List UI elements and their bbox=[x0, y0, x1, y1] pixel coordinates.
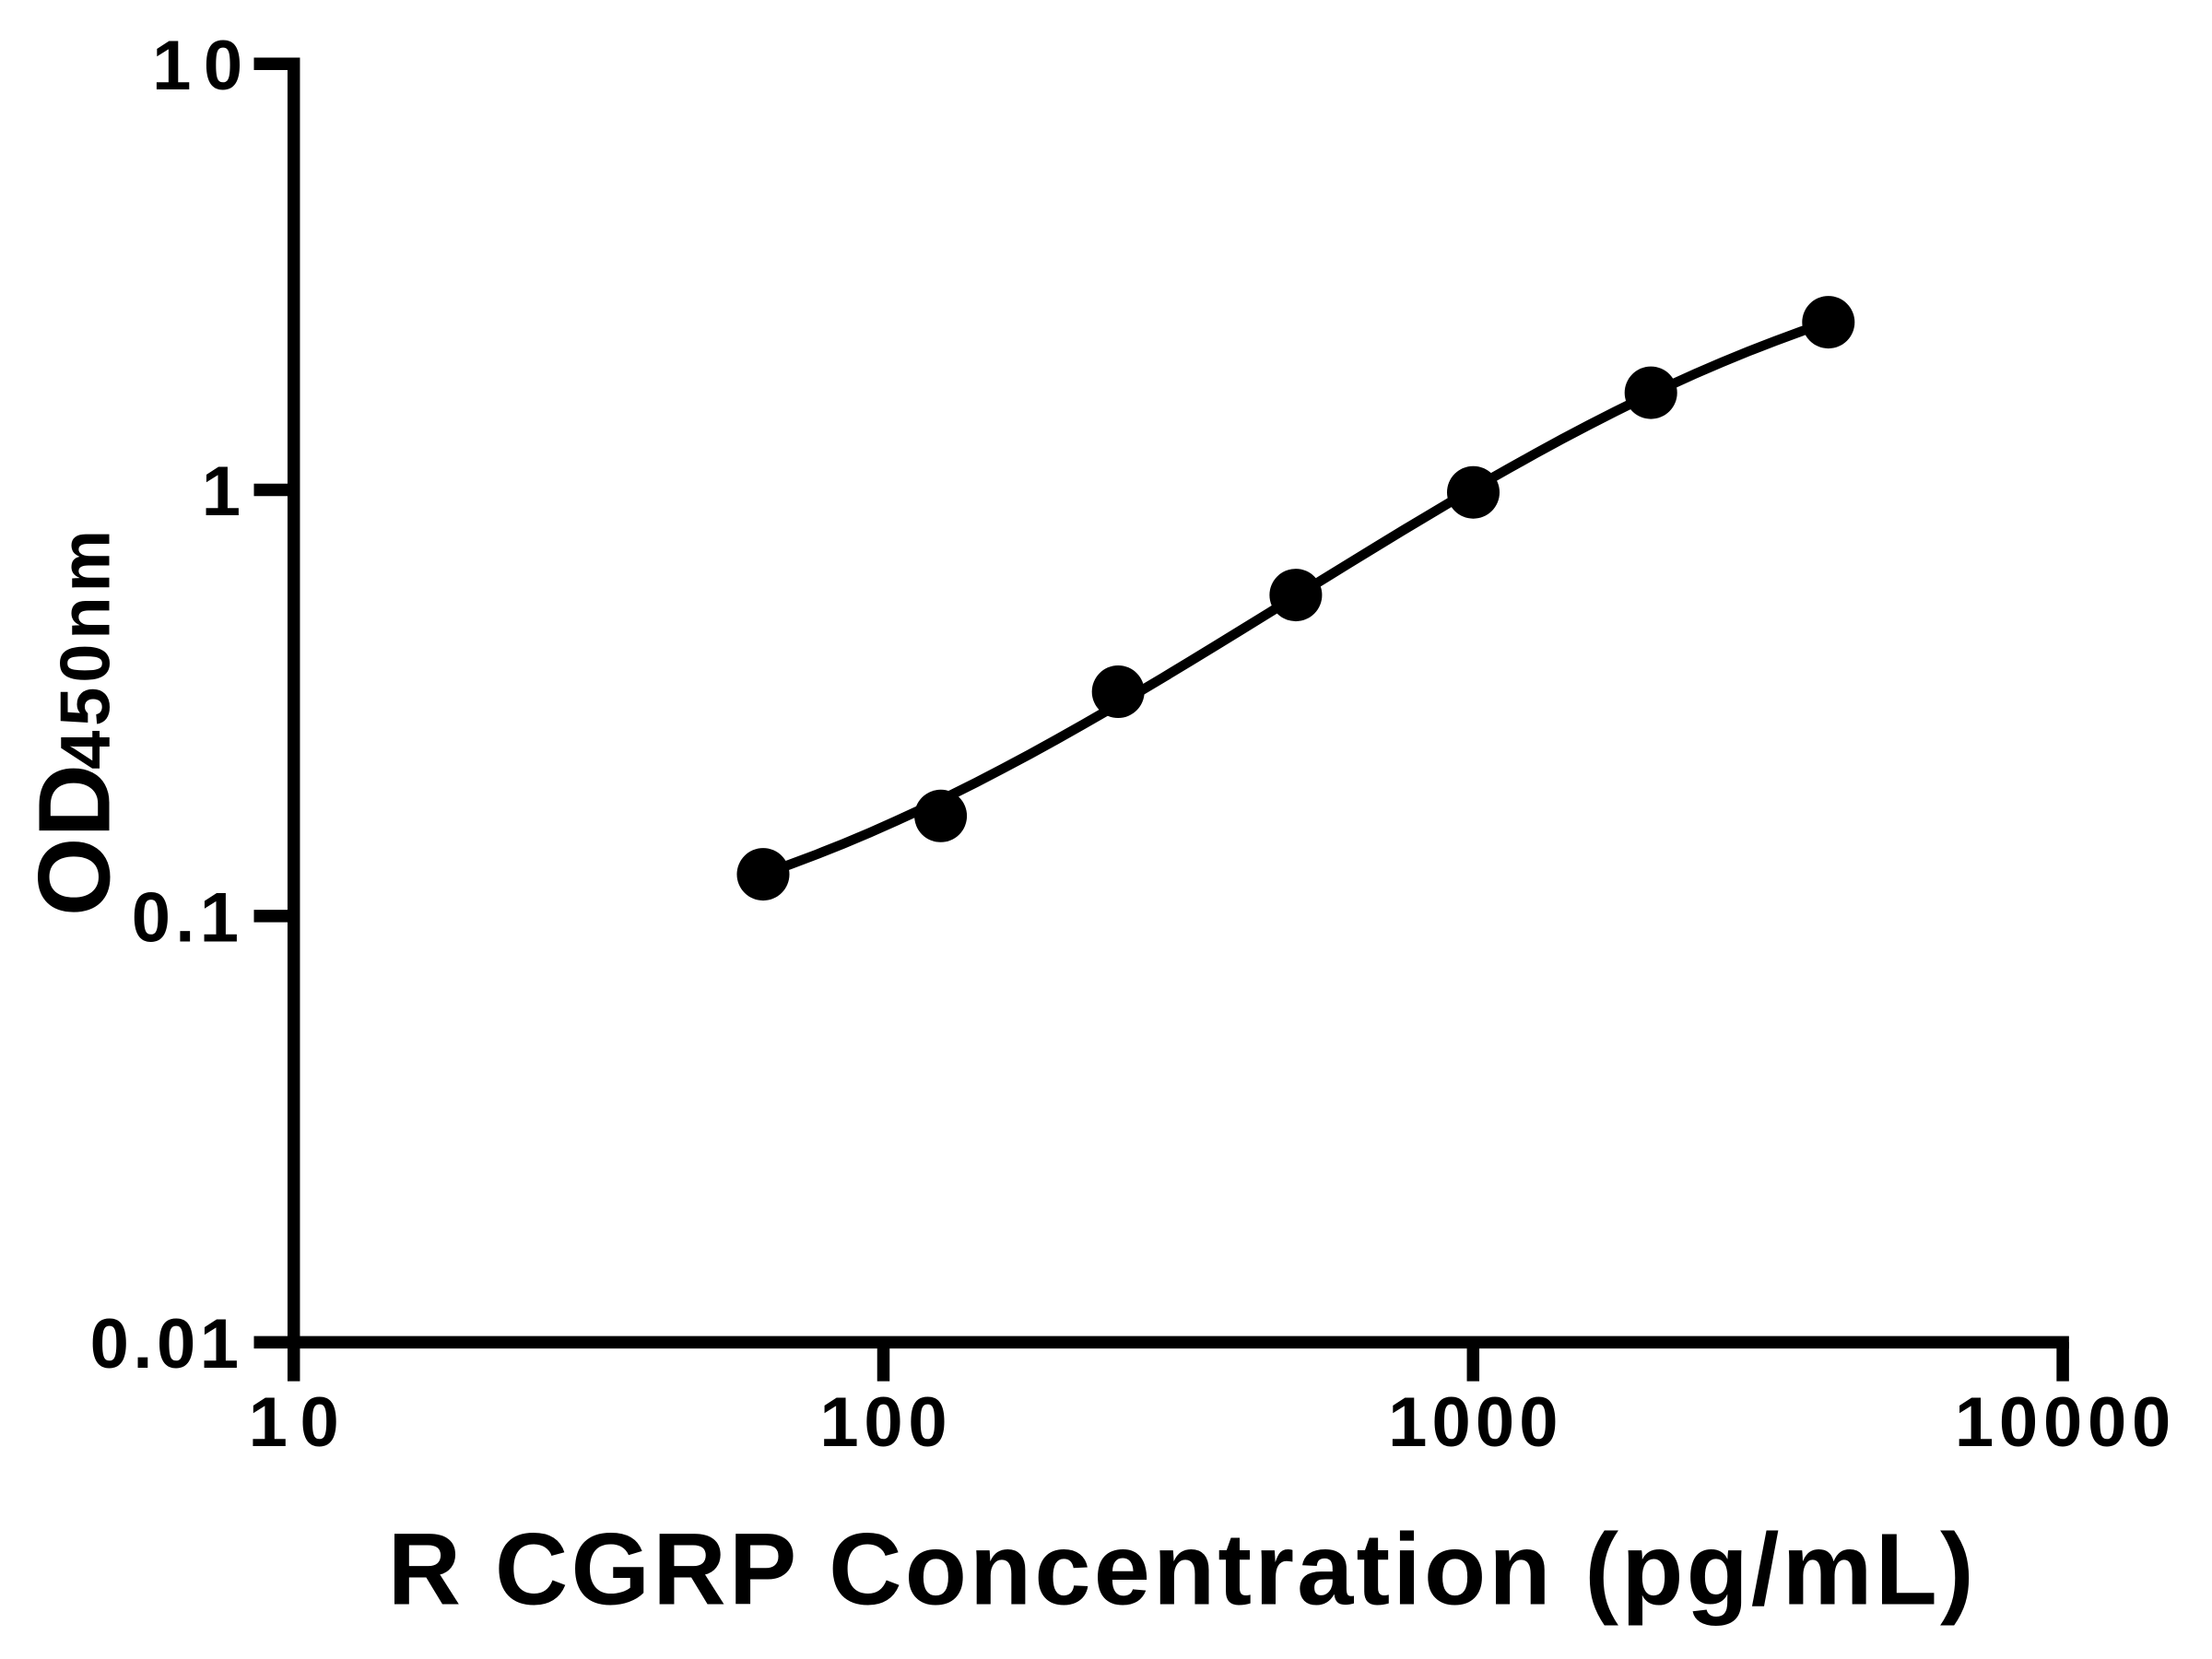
svg-text:10000: 10000 bbox=[1955, 1383, 2171, 1462]
svg-text:0.1: 0.1 bbox=[132, 878, 239, 957]
svg-text:OD450nm: OD450nm bbox=[18, 525, 132, 916]
svg-text:0.01: 0.01 bbox=[90, 1305, 239, 1383]
svg-text:R CGRP Concentration (pg/mL): R CGRP Concentration (pg/mL) bbox=[388, 1513, 1974, 1627]
svg-text:100: 100 bbox=[819, 1383, 947, 1462]
svg-text:1: 1 bbox=[202, 453, 241, 531]
